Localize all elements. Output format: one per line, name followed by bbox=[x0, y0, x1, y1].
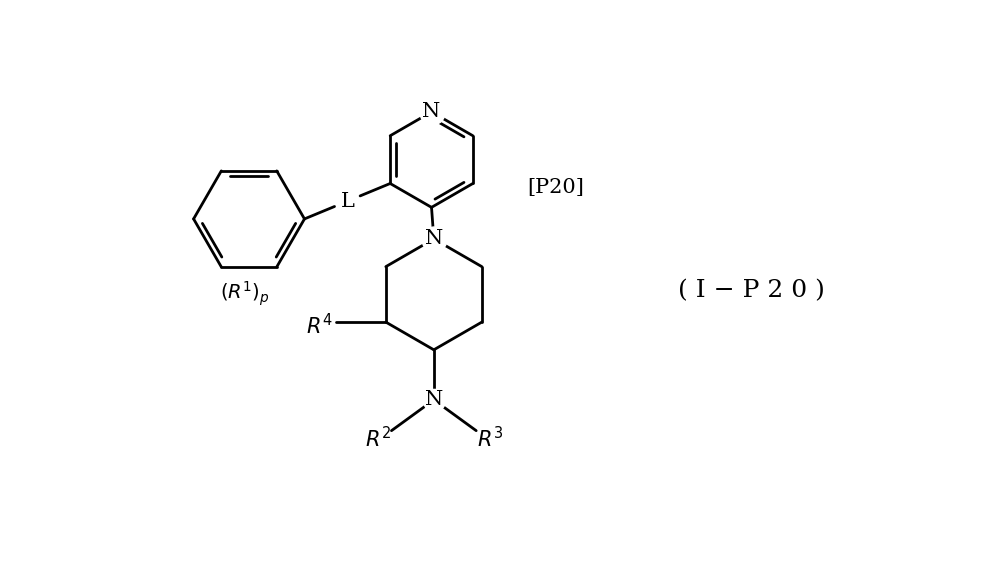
Text: N: N bbox=[423, 103, 441, 121]
Text: L: L bbox=[341, 192, 355, 211]
Text: N: N bbox=[425, 229, 443, 249]
Text: $R^2$: $R^2$ bbox=[365, 426, 391, 451]
Text: $R^4$: $R^4$ bbox=[306, 313, 332, 339]
Text: $R^3$: $R^3$ bbox=[477, 426, 503, 451]
Text: $(R^1)_p$: $(R^1)_p$ bbox=[221, 280, 270, 308]
Text: [P20]: [P20] bbox=[526, 178, 583, 197]
Text: ( I − P 2 0 ): ( I − P 2 0 ) bbox=[677, 279, 824, 302]
Text: N: N bbox=[425, 390, 443, 409]
